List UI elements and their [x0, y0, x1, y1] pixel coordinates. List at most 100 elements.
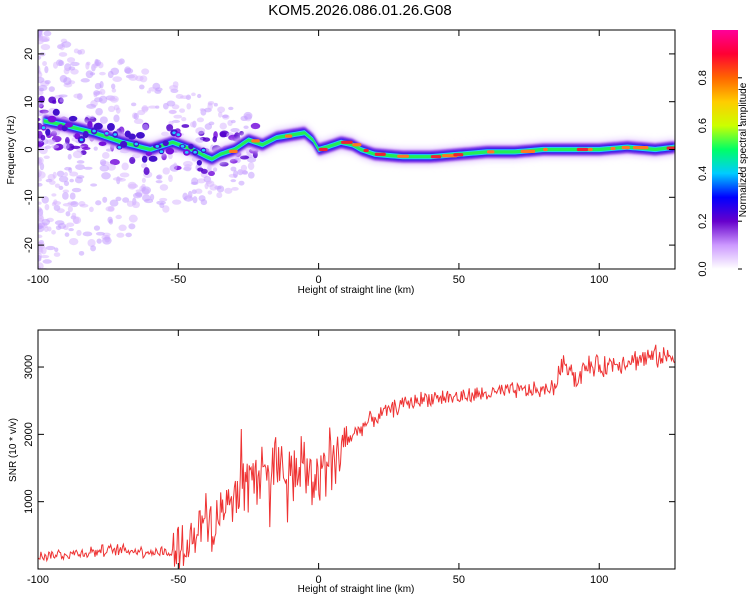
noise-blob	[115, 196, 122, 202]
noise-blob	[113, 114, 120, 123]
noise-blob	[111, 83, 116, 90]
noise-blob	[52, 171, 57, 179]
noise-blob	[162, 205, 170, 213]
heatmap-y-tick-label: -20	[23, 237, 35, 253]
ridge-clump-core	[155, 144, 160, 148]
noise-blob	[173, 114, 183, 119]
noise-blob	[166, 100, 176, 107]
noise-blob	[128, 73, 139, 81]
snr-y-label: SNR (10 * v/v)	[8, 418, 19, 482]
noise-blob	[75, 164, 85, 170]
noise-blob	[38, 182, 43, 187]
noise-blob	[213, 102, 218, 107]
ridge-hot-segment	[486, 150, 495, 154]
noise-blob	[122, 197, 130, 203]
noise-blob	[44, 65, 49, 74]
noise-blob	[186, 103, 192, 110]
noise-blob	[90, 183, 98, 187]
ridge-hot-segment	[543, 147, 548, 152]
noise-blob	[148, 86, 158, 92]
noise-blob	[62, 189, 70, 194]
ridge-clump-core	[104, 131, 109, 135]
noise-blob	[171, 199, 182, 205]
noise-blob	[38, 265, 42, 269]
noise-blob	[63, 77, 72, 86]
noise-blob	[63, 172, 69, 177]
noise-blob	[89, 72, 96, 76]
noise-blob	[47, 226, 52, 232]
noise-blob	[128, 214, 138, 223]
noise-blob	[38, 55, 42, 60]
noise-blob	[56, 170, 65, 177]
noise-blob	[38, 171, 46, 179]
noise-blob	[94, 97, 103, 103]
noise-blob	[195, 137, 205, 143]
noise-blob	[181, 116, 187, 122]
noise-blob	[115, 107, 121, 114]
noise-blob	[108, 218, 114, 225]
noise-blob	[38, 76, 45, 84]
noise-blob	[95, 231, 105, 236]
noise-blob	[117, 59, 123, 66]
figure-title: KOM5.2026.086.01.26.G08	[268, 2, 451, 19]
noise-blob	[99, 164, 110, 172]
noise-blob	[67, 153, 72, 160]
noise-blob	[144, 198, 154, 204]
heatmap-y-label: Frequency (Hz)	[6, 116, 17, 185]
noise-blob	[101, 152, 110, 159]
noise-blob	[57, 223, 67, 229]
ridge-clump	[145, 151, 152, 156]
noise-blob	[173, 162, 178, 171]
noise-blob	[109, 159, 120, 166]
ridge-clump	[188, 143, 194, 150]
noise-blob	[78, 250, 85, 256]
noise-blob	[54, 247, 59, 252]
ridge-clump	[87, 120, 93, 129]
noise-blob	[51, 193, 57, 197]
noise-blob	[117, 177, 126, 182]
noise-blob	[99, 116, 108, 124]
ridge-clump	[119, 140, 128, 148]
noise-blob	[56, 208, 65, 214]
noise-blob	[231, 186, 239, 191]
noise-blob	[93, 146, 98, 151]
noise-blob	[64, 232, 70, 237]
noise-blob	[109, 95, 119, 103]
ridge-clump	[47, 115, 57, 123]
noise-blob	[118, 224, 127, 232]
snr-x-ticks: -100 -50 0 50 100	[27, 330, 608, 586]
noise-blob	[169, 84, 179, 91]
noise-blob	[44, 79, 51, 85]
noise-blob	[224, 187, 233, 194]
noise-blob	[38, 254, 42, 262]
noise-blob	[70, 201, 79, 208]
noise-blob	[168, 174, 173, 183]
noise-blob	[68, 228, 74, 232]
noise-blob	[207, 190, 213, 195]
noise-blob	[69, 178, 74, 183]
noise-blob	[107, 206, 115, 212]
noise-blob	[53, 252, 61, 257]
noise-blob	[38, 201, 42, 205]
noise-blob	[51, 144, 60, 149]
noise-blob	[155, 180, 163, 184]
noise-blob	[43, 30, 52, 37]
ridge-hot-segment	[251, 139, 260, 143]
noise-blob	[45, 245, 56, 251]
noise-blob	[48, 96, 57, 104]
ridge-clump	[128, 133, 136, 140]
heatmap-x-tick-label: 0	[316, 274, 322, 286]
ridge-clump	[98, 141, 107, 146]
noise-blob	[38, 84, 48, 91]
noise-blob	[78, 201, 86, 207]
noise-blob	[58, 175, 69, 183]
noise-blob	[135, 189, 142, 193]
noise-blob	[142, 123, 149, 131]
noise-blob	[62, 202, 73, 207]
snr-x-tick-label: -100	[27, 574, 49, 586]
ridge-clump-core	[184, 151, 189, 154]
noise-blob	[38, 40, 44, 45]
ridge-hot-segment	[352, 143, 362, 147]
noise-blob	[204, 123, 213, 130]
ridge-clump-core	[41, 126, 46, 130]
